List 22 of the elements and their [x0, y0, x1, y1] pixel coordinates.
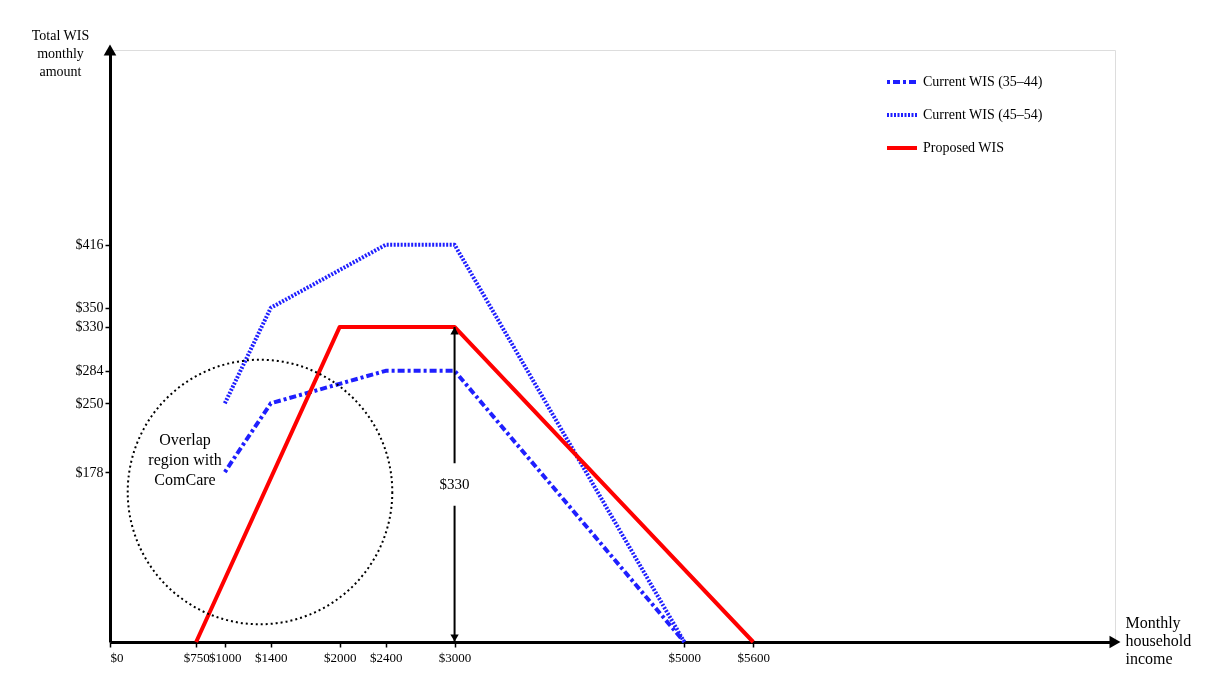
- y-tick-label: $284: [75, 363, 104, 379]
- x-tick-label: $1400: [255, 649, 288, 665]
- x-tick-label: $0: [110, 649, 124, 665]
- x-tick-label: $5600: [737, 649, 770, 665]
- x-tick-label: $2000: [323, 649, 357, 665]
- x-tick-label: $750: [183, 649, 210, 665]
- x-tick-label: $2400: [369, 649, 403, 665]
- legend-label: Proposed WIS: [923, 140, 1005, 155]
- legend-label: Current WIS (35–44): [923, 74, 1043, 90]
- y-axis-title: Total WIS monthly amount: [31, 27, 90, 79]
- y-tick-label: $250: [75, 395, 104, 411]
- y-tick-label: $350: [75, 300, 104, 316]
- y-tick-label: $178: [75, 464, 104, 480]
- x-tick-label: $3000: [438, 649, 472, 665]
- annotation: $330: [439, 476, 470, 493]
- x-axis-title: Monthly household income: [1125, 613, 1192, 667]
- x-tick-label: $1000: [209, 649, 242, 665]
- legend-label: Current WIS (45–54): [923, 107, 1043, 123]
- y-tick-label: $330: [75, 319, 104, 335]
- annotation: Overlap region with ComCare: [148, 431, 222, 488]
- x-tick-label: $5000: [668, 649, 702, 665]
- y-tick-label: $416: [75, 237, 104, 253]
